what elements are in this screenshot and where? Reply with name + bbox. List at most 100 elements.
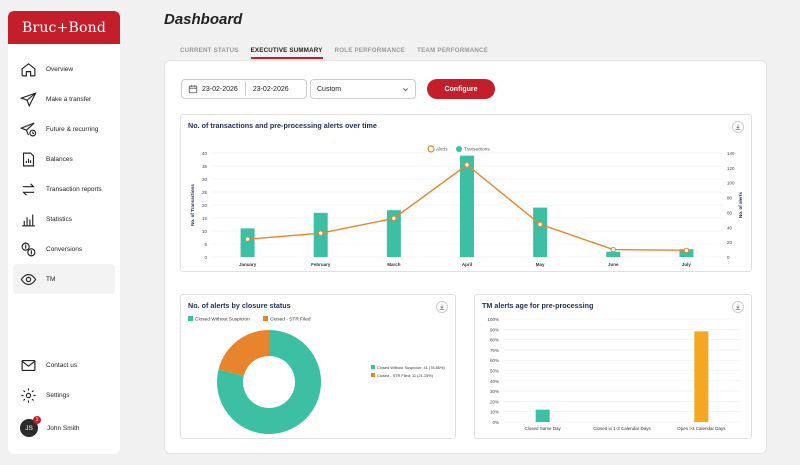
y-tick-label: 10 xyxy=(202,229,208,234)
sidebar-item-make-a-transfer[interactable]: Make a transfer xyxy=(8,84,120,114)
eye-icon xyxy=(20,273,37,285)
legend-label: Closed - STR Filed xyxy=(270,317,311,323)
download-button[interactable] xyxy=(436,301,448,313)
alerts-point[interactable] xyxy=(464,162,470,168)
home-icon xyxy=(21,62,36,76)
x-tick-label: Closed Same Day xyxy=(525,426,562,431)
transactions-bar[interactable] xyxy=(606,251,621,257)
y-tick-label: 0 xyxy=(204,255,207,260)
alerts-closure-status-card: No. of alerts by closure status Closed W… xyxy=(180,294,456,439)
alerts-point[interactable] xyxy=(537,221,543,228)
arrows-exchange-icon xyxy=(22,182,35,196)
tab-team-performance[interactable]: TEAM PERFORMANCE xyxy=(417,47,489,54)
x-tick-label: April xyxy=(462,262,472,267)
sidebar-item-overview[interactable]: Overview xyxy=(8,54,120,84)
sidebar-item-transaction-reports[interactable]: Transaction reports xyxy=(8,174,120,204)
y-tick-label: 60% xyxy=(490,358,499,363)
x-tick-label: Closed in 1-3 Calendar Days xyxy=(593,426,651,431)
x-tick-label: February xyxy=(311,262,331,267)
download-button[interactable] xyxy=(732,121,744,133)
legend-marker xyxy=(371,373,375,377)
configure-button[interactable]: Configure xyxy=(427,79,495,99)
transactions-bar[interactable] xyxy=(240,228,255,257)
download-icon xyxy=(439,304,445,310)
y-tick-label: 30% xyxy=(490,389,499,394)
period-select-value: Custom xyxy=(317,85,342,93)
sidebar-item-label: Statistics xyxy=(46,215,73,223)
avatar-initials: JS xyxy=(25,424,33,432)
donut-slice[interactable] xyxy=(217,330,321,434)
alerts-point[interactable] xyxy=(244,236,251,242)
x-tick-label: March xyxy=(387,262,401,267)
age-bar[interactable] xyxy=(694,331,709,422)
user-profile[interactable]: JS 1 John Smith xyxy=(8,410,120,446)
transactions-bar[interactable] xyxy=(679,249,694,257)
period-select[interactable]: Custom xyxy=(310,79,416,99)
date-to[interactable]: 23-02-2026 xyxy=(252,85,289,93)
sidebar-item-tm[interactable]: TM xyxy=(13,264,115,294)
sidebar-item-label: Transaction reports xyxy=(46,185,102,193)
alerts-point[interactable] xyxy=(391,215,397,222)
sidebar-item-label: Settings xyxy=(46,391,70,399)
alerts-point[interactable] xyxy=(610,246,616,253)
y-right-tick-label: 140 xyxy=(727,151,735,156)
sidebar-item-label: Contact us xyxy=(46,361,78,369)
alerts-point[interactable] xyxy=(683,247,690,254)
x-tick-label: Open >3 Calendar Days xyxy=(677,426,726,431)
transactions-bar[interactable] xyxy=(533,207,548,257)
y-tick-label: 15 xyxy=(202,216,208,221)
main-panel: 23-02-2026 23-02-2026 Custom Configure N… xyxy=(164,60,767,454)
tab-executive-summary[interactable]: EXECUTIVE SUMMARY xyxy=(250,47,323,59)
sidebar-item-balances[interactable]: Balances xyxy=(8,144,120,174)
y-right-tick-label: 80 xyxy=(727,196,733,201)
legend-marker xyxy=(371,365,375,369)
sidebar-item-future-recurring[interactable]: Future & recurring xyxy=(8,114,120,144)
y-axis-label: No. of Transactions xyxy=(190,184,195,226)
y-tick-label: 10% xyxy=(490,410,499,415)
legend-alerts-label: Alerts xyxy=(436,147,448,152)
date-from[interactable]: 23-02-2026 xyxy=(202,85,238,93)
scheduled-send-icon xyxy=(20,122,37,136)
page-title: Dashboard xyxy=(164,11,243,28)
y-tick-label: 40% xyxy=(490,379,499,384)
y-right-tick-label: 0 xyxy=(727,255,730,260)
sidebar-item-statistics[interactable]: Statistics xyxy=(8,204,120,234)
sidebar-item-label: Future & recurring xyxy=(46,125,99,133)
sidebar-item-conversions[interactable]: Conversions xyxy=(8,234,120,264)
legend-transactions-marker xyxy=(456,146,462,152)
alerts-point[interactable] xyxy=(318,230,324,236)
legend-label: Closed Without Suspicion xyxy=(195,317,250,323)
tab-role-performance[interactable]: ROLE PERFORMANCE xyxy=(334,47,406,54)
sidebar-item-contact-us[interactable]: Contact us xyxy=(8,350,120,380)
donut-slice[interactable] xyxy=(218,330,269,376)
sidebar-item-label: Make a transfer xyxy=(46,95,92,103)
legend-marker xyxy=(188,316,193,321)
x-tick-label: May xyxy=(536,262,545,267)
tab-current-status[interactable]: CURRENT STATUS xyxy=(180,47,239,54)
chevron-down-icon xyxy=(403,88,408,92)
chart-title: No. of alerts by closure status xyxy=(188,301,291,310)
y-tick-label: 20 xyxy=(202,203,208,208)
currency-exchange-icon xyxy=(21,242,36,256)
y-tick-label: 20% xyxy=(490,399,499,404)
transactions-alerts-chart: 0 5 10 15 20 25 30 35 40 0 20 40 60 80 100 120 140 No. of… xyxy=(190,145,743,267)
transactions-bar[interactable] xyxy=(460,155,474,257)
mail-icon xyxy=(21,359,36,371)
y-tick-label: 40 xyxy=(202,151,208,156)
y-tick-label: 50% xyxy=(490,369,499,374)
sidebar-item-label: Overview xyxy=(46,65,74,73)
date-range-picker[interactable]: 23-02-2026 23-02-2026 xyxy=(181,79,307,99)
sidebar-item-settings[interactable]: Settings xyxy=(8,380,120,410)
alerts-age-card: TM alerts age for pre-processing 0% 10% 20… xyxy=(474,294,752,439)
transactions-bar[interactable] xyxy=(386,210,401,257)
age-bar[interactable] xyxy=(535,409,550,422)
date-separator xyxy=(244,82,246,96)
transactions-alerts-chart-card: No. of transactions and pre-processing a… xyxy=(180,114,752,272)
y-tick-label: 90% xyxy=(490,327,499,332)
brand-logo[interactable]: Bruc+Bond xyxy=(8,11,120,44)
sidebar-bottom: Contact us Settings JS 1 John Smith xyxy=(8,350,120,446)
download-button[interactable] xyxy=(732,301,744,313)
user-name: John Smith xyxy=(47,424,80,432)
alerts-closure-donut-chart: Closed Without Suspicion Closed - STR Fil… xyxy=(188,316,445,434)
x-tick-label: January xyxy=(239,262,257,267)
